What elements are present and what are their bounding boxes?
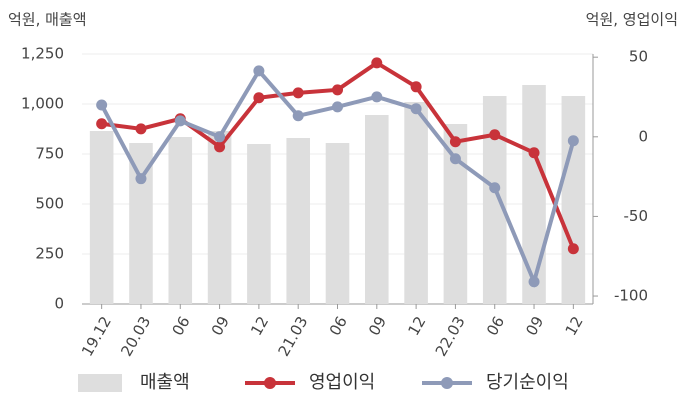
- bar: [129, 143, 153, 304]
- point: [332, 101, 343, 113]
- bar: [247, 144, 271, 304]
- point: [214, 141, 226, 153]
- point: [214, 131, 226, 143]
- x-tick-label: 09: [208, 313, 233, 339]
- bar: [168, 137, 193, 304]
- y2-tick-label: 0: [638, 127, 648, 145]
- legend-label: 영업이익: [309, 372, 375, 393]
- x-tick-label: 09: [522, 313, 547, 339]
- point: [96, 99, 108, 111]
- bar: [561, 96, 586, 304]
- bar: [404, 102, 428, 304]
- x-tick-label: 19.12: [78, 313, 115, 359]
- x-tick-label: 22.03: [432, 313, 469, 359]
- bar: [286, 138, 310, 304]
- point: [528, 147, 540, 159]
- y2-tick-label: -50: [624, 207, 649, 225]
- y-tick-label: 1,000: [21, 95, 64, 113]
- point: [489, 182, 501, 194]
- x-tick-label: 12: [247, 313, 272, 339]
- bar: [89, 131, 114, 304]
- x-tick-label: 06: [326, 313, 351, 339]
- x-tick-label: 21.03: [274, 313, 311, 359]
- y-tick-label: 250: [35, 245, 64, 263]
- legend-label: 당기순이익: [486, 372, 569, 393]
- bar: [443, 124, 468, 304]
- point: [371, 57, 383, 69]
- legend-swatch: [78, 374, 122, 392]
- point: [135, 173, 147, 185]
- point: [253, 92, 265, 104]
- y-tick-label: 1,250: [21, 45, 64, 63]
- x-tick-label: 09: [365, 313, 390, 339]
- bar: [522, 85, 546, 304]
- point: [135, 123, 147, 135]
- x-tick-label: 06: [483, 313, 508, 339]
- y2-tick-label: 50: [629, 48, 648, 66]
- point: [292, 110, 304, 122]
- bar: [207, 131, 232, 304]
- point: [528, 276, 540, 288]
- point: [371, 91, 383, 103]
- point: [292, 87, 304, 99]
- x-tick-label: 06: [168, 313, 193, 339]
- legend-swatch: [441, 377, 453, 389]
- point: [449, 136, 461, 148]
- point: [567, 243, 579, 255]
- y-tick-label: 750: [35, 145, 64, 163]
- y-tick-label: 500: [35, 195, 64, 213]
- point: [410, 103, 422, 115]
- point: [253, 65, 265, 77]
- x-tick-label: 12: [404, 313, 429, 339]
- point: [449, 153, 461, 165]
- bar: [365, 115, 389, 304]
- bar: [325, 143, 350, 304]
- x-tick-label: 20.03: [117, 313, 154, 359]
- x-tick-label: 12: [562, 313, 587, 339]
- y2-tick-label: -100: [614, 287, 648, 305]
- legend-item: 영업이익: [245, 372, 375, 393]
- legend-item: 당기순이익: [422, 372, 569, 393]
- point: [410, 81, 422, 93]
- y-tick-label: 0: [54, 295, 64, 313]
- point: [96, 118, 108, 130]
- legend-label: 매출액: [140, 372, 190, 393]
- bar: [482, 96, 507, 304]
- legend-swatch: [264, 377, 276, 389]
- y2-axis-label: 억원, 영업이익: [586, 11, 678, 29]
- point: [332, 84, 343, 96]
- legend-item: 매출액: [78, 372, 190, 393]
- point: [567, 135, 579, 147]
- y-axis-label: 억원, 매출액: [8, 11, 87, 29]
- point: [489, 129, 501, 141]
- point: [174, 115, 186, 127]
